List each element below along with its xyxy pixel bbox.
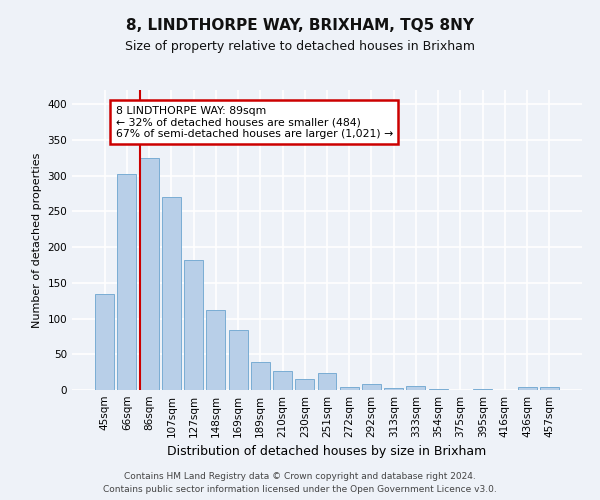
Bar bbox=[251, 362, 270, 390]
X-axis label: Distribution of detached houses by size in Brixham: Distribution of detached houses by size … bbox=[167, 446, 487, 458]
Bar bbox=[340, 387, 359, 390]
Bar bbox=[140, 158, 158, 390]
Text: Contains HM Land Registry data © Crown copyright and database right 2024.
Contai: Contains HM Land Registry data © Crown c… bbox=[103, 472, 497, 494]
Bar bbox=[118, 174, 136, 390]
Bar bbox=[540, 387, 559, 390]
Text: Size of property relative to detached houses in Brixham: Size of property relative to detached ho… bbox=[125, 40, 475, 53]
Y-axis label: Number of detached properties: Number of detached properties bbox=[32, 152, 42, 328]
Bar bbox=[406, 386, 425, 390]
Bar bbox=[384, 388, 403, 390]
Bar bbox=[295, 380, 314, 390]
Bar bbox=[473, 388, 492, 390]
Bar bbox=[162, 197, 181, 390]
Bar bbox=[317, 373, 337, 390]
Bar bbox=[95, 294, 114, 390]
Bar bbox=[184, 260, 203, 390]
Bar bbox=[206, 310, 225, 390]
Bar bbox=[229, 330, 248, 390]
Bar bbox=[362, 384, 381, 390]
Bar bbox=[273, 370, 292, 390]
Bar bbox=[518, 387, 536, 390]
Text: 8, LINDTHORPE WAY, BRIXHAM, TQ5 8NY: 8, LINDTHORPE WAY, BRIXHAM, TQ5 8NY bbox=[126, 18, 474, 32]
Text: 8 LINDTHORPE WAY: 89sqm
← 32% of detached houses are smaller (484)
67% of semi-d: 8 LINDTHORPE WAY: 89sqm ← 32% of detache… bbox=[116, 106, 393, 139]
